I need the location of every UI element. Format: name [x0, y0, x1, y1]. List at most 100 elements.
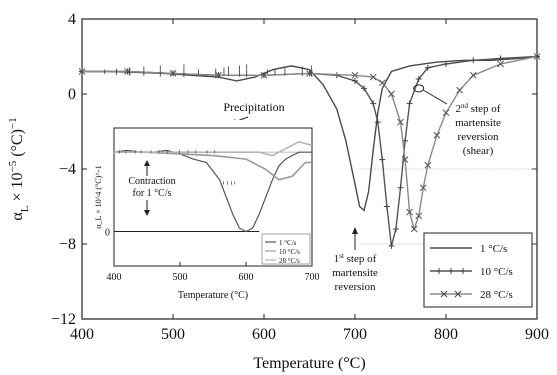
- legend-marker: [436, 268, 442, 274]
- annotation-second-step: 2nd step of: [456, 102, 501, 115]
- y-tick-label: −4: [59, 161, 76, 178]
- inset-x-tick-label: 500: [173, 272, 188, 283]
- data-point: [470, 57, 477, 64]
- data-point: [369, 73, 377, 81]
- inset-arrowhead: [144, 210, 150, 216]
- inset-legend-label: 1 °C/s: [279, 239, 297, 247]
- data-point: [497, 60, 504, 68]
- inset-plot: 400 500 600 700 0 Temperature (°C) α_L × 10^4 …: [88, 120, 323, 310]
- inset-x-tick-label: 600: [239, 272, 254, 283]
- legend-marker: [440, 290, 448, 298]
- data-point: [383, 203, 390, 210]
- data-point: [497, 55, 504, 62]
- annotation-precipitation: Precipitation: [223, 100, 284, 114]
- inset-frame: [113, 127, 313, 267]
- data-point: [410, 225, 418, 233]
- legend-box: [423, 232, 533, 308]
- y-tick-label: −12: [51, 311, 76, 328]
- y-axis-label-part: α: [9, 212, 26, 221]
- inset-legend-label: 28 °C/s: [279, 257, 300, 265]
- x-tick-label: 600: [252, 326, 276, 343]
- y-tick-label: −8: [59, 236, 76, 253]
- y-axis-label: αL × 10−5 (°C)−1: [7, 117, 31, 220]
- annotation-pointer: [423, 89, 448, 105]
- series-0: [82, 55, 538, 212]
- y-axis-label-part: −5: [7, 160, 19, 172]
- data-point: [169, 70, 177, 77]
- inset-legend: 1 °C/s10 °C/s28 °C/s: [261, 233, 311, 265]
- data-point: [406, 100, 413, 107]
- data-point: [397, 118, 404, 126]
- inset-series-2: [114, 140, 313, 157]
- annotation-line: reversion: [335, 281, 376, 293]
- y-axis-label-part: × 10: [9, 173, 26, 206]
- y-axis-label-part: −1: [7, 117, 19, 129]
- annotation-circle: [413, 84, 425, 93]
- series-line: [82, 55, 538, 212]
- annotation-line: step of: [468, 103, 501, 115]
- data-point: [388, 90, 395, 98]
- legend-label: 1 °C/s: [480, 243, 507, 255]
- annotation-line: martensite: [332, 267, 378, 279]
- data-point: [388, 242, 395, 249]
- x-tick-label: 400: [70, 326, 94, 343]
- annotation-line: reversion: [458, 131, 499, 143]
- legend-label: 28 °C/s: [480, 289, 513, 301]
- inset-background: [88, 120, 323, 310]
- data-point: [215, 71, 222, 79]
- data-point: [78, 68, 86, 75]
- data-point: [424, 64, 431, 71]
- data-point: [415, 76, 422, 82]
- inset-noise: [118, 150, 236, 185]
- data-point: [378, 79, 386, 87]
- data-point: [352, 77, 358, 84]
- inset-annotation-line: Contraction: [128, 176, 175, 187]
- inset-arrowhead: [144, 160, 150, 166]
- legend-marker: [448, 268, 454, 274]
- annotation-line: 2: [456, 103, 462, 115]
- data-point: [443, 61, 449, 67]
- data-point: [419, 184, 427, 192]
- inset-series-1: [114, 151, 312, 181]
- data-point: [370, 100, 377, 107]
- series-2: [78, 53, 541, 233]
- inset-x-axis-label: Temperature (°C): [178, 290, 248, 301]
- x-tick-label: 500: [161, 326, 185, 343]
- inset-series-0: [113, 149, 312, 233]
- legend: 1 °C/s 10 °C/s 28 °C/s: [423, 232, 533, 308]
- x-axis-label: Temperature (°C): [253, 355, 365, 372]
- data-point: [533, 53, 541, 60]
- annotation-first-step: 1st step of: [334, 252, 377, 265]
- inset-y-tick-label: 0: [105, 228, 110, 239]
- inset-legend-box: [261, 233, 311, 265]
- annotation-line: martensite: [455, 117, 501, 129]
- annotation-sup: nd: [461, 102, 469, 110]
- annotation-line: 1: [334, 253, 340, 265]
- y-tick-label: 0: [68, 86, 76, 103]
- data-point: [397, 184, 404, 191]
- legend-marker: [454, 290, 462, 298]
- data-point: [424, 161, 432, 169]
- data-point: [433, 131, 441, 139]
- inset-annotation-line: for 1 °C/s: [133, 188, 172, 199]
- annotation-sup: st: [339, 252, 344, 260]
- y-tick-label: 4: [68, 11, 76, 28]
- data-point: [351, 71, 359, 79]
- data-point: [415, 212, 423, 220]
- x-tick-label: 800: [434, 326, 458, 343]
- data-point: [456, 86, 464, 94]
- data-point: [361, 85, 368, 92]
- y-axis-label-part: (°C): [9, 129, 26, 161]
- inset-legend-label: 10 °C/s: [279, 248, 300, 256]
- legend-label: 10 °C/s: [480, 266, 513, 278]
- x-tick-label: 900: [525, 326, 549, 343]
- annotation-arrowhead: [352, 227, 358, 234]
- data-point: [374, 119, 381, 126]
- y-axis-label-part: L: [19, 205, 31, 212]
- noise-spikes: [104, 64, 312, 78]
- data-point: [379, 156, 386, 163]
- inset-y-axis-label: α_L × 10^4 (°C)^-1: [94, 165, 103, 228]
- data-point: [392, 226, 399, 232]
